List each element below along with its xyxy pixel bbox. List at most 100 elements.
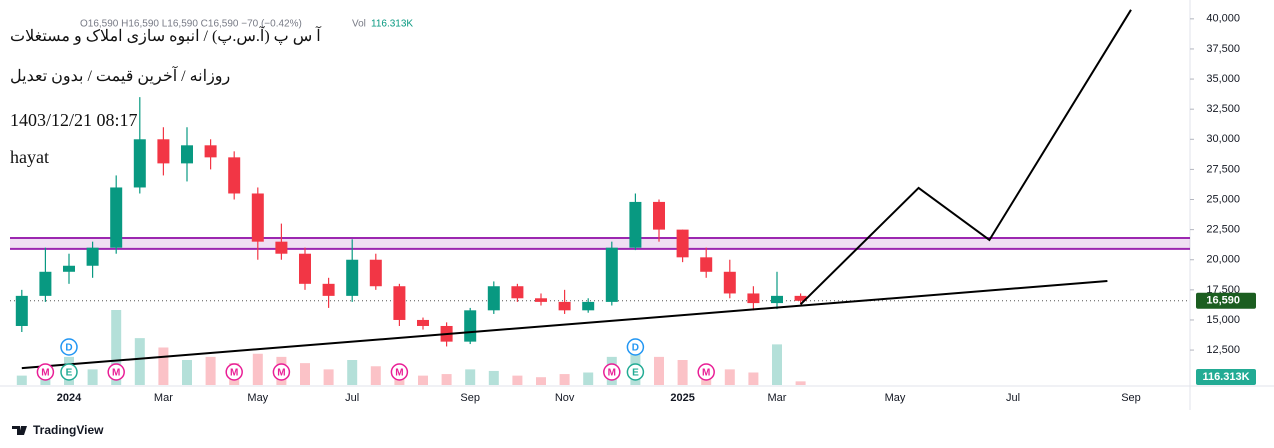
event-marker bbox=[626, 363, 645, 381]
event-marker bbox=[697, 363, 715, 381]
event-marker bbox=[272, 363, 291, 381]
volume-bar bbox=[182, 360, 192, 385]
volume-bar bbox=[111, 310, 122, 385]
x-tick-label: May bbox=[885, 392, 906, 404]
x-tick-label: 2024 bbox=[57, 392, 82, 404]
candle-body bbox=[393, 286, 406, 320]
volume-bar bbox=[323, 369, 334, 385]
candle-body bbox=[110, 187, 123, 248]
event-label: M bbox=[702, 368, 710, 379]
candle-body bbox=[487, 286, 500, 311]
x-tick-label: 2025 bbox=[670, 392, 694, 404]
event-marker bbox=[626, 338, 645, 356]
candle-body bbox=[535, 298, 547, 302]
candle-body bbox=[723, 271, 736, 294]
y-tick-label: 12,500 bbox=[1206, 344, 1240, 356]
y-tick-label: 30,000 bbox=[1206, 133, 1240, 145]
volume-box bbox=[1196, 369, 1256, 385]
volume-bar bbox=[583, 372, 594, 385]
x-tick-label: Sep bbox=[460, 392, 480, 404]
candle-body bbox=[582, 301, 595, 311]
zone-fill bbox=[10, 238, 1190, 249]
candle-body bbox=[605, 247, 618, 302]
volume-bar bbox=[465, 369, 476, 385]
event-label: M bbox=[277, 368, 285, 379]
logo bbox=[12, 426, 27, 435]
event-label: M bbox=[608, 368, 616, 379]
y-tick-label: 15,000 bbox=[1206, 314, 1240, 326]
event-label: E bbox=[66, 368, 73, 379]
volume-bar bbox=[772, 344, 782, 385]
candle-body bbox=[228, 157, 241, 194]
candle-body bbox=[275, 241, 288, 254]
y-tick-label: 20,000 bbox=[1206, 254, 1240, 266]
event-label: M bbox=[395, 368, 403, 379]
candle-body bbox=[369, 259, 382, 287]
event-marker bbox=[107, 363, 125, 381]
y-tick-label: 32,500 bbox=[1206, 103, 1240, 115]
volume-bar bbox=[87, 369, 98, 385]
x-tick-label: May bbox=[247, 392, 268, 404]
last-price-label: 16,590 bbox=[1206, 295, 1240, 307]
volume-last-label: 116.313K bbox=[1202, 371, 1249, 383]
y-tick-label: 35,000 bbox=[1206, 73, 1240, 85]
candle-body bbox=[794, 295, 807, 301]
event-label: M bbox=[41, 368, 49, 379]
event-marker bbox=[60, 363, 78, 381]
x-tick-label: Mar bbox=[768, 392, 787, 404]
candle-body bbox=[15, 295, 28, 326]
event-marker bbox=[603, 363, 621, 381]
candle-body bbox=[39, 271, 52, 296]
y-tick-label: 25,000 bbox=[1206, 193, 1240, 205]
candle-body bbox=[747, 293, 760, 304]
projection-path bbox=[799, 9, 1132, 306]
candle-body bbox=[181, 145, 193, 164]
volume-bar bbox=[300, 363, 310, 385]
candle-body bbox=[417, 319, 429, 326]
event-label: D bbox=[632, 343, 639, 354]
candle-body bbox=[464, 310, 477, 342]
volume-bar bbox=[347, 360, 358, 385]
candle-body bbox=[700, 257, 713, 272]
volume-bar bbox=[795, 381, 806, 385]
volume-bar bbox=[724, 369, 735, 385]
volume-bar bbox=[370, 366, 381, 385]
volume-bar bbox=[252, 353, 263, 385]
vol-label: Vol bbox=[352, 19, 366, 30]
volume-bar bbox=[536, 377, 546, 385]
volume-bar bbox=[654, 356, 664, 385]
event-label: M bbox=[112, 368, 120, 379]
candle-body bbox=[204, 145, 217, 158]
candle-body bbox=[322, 283, 335, 296]
x-tick-label: Jul bbox=[345, 392, 359, 404]
candle-body bbox=[251, 193, 264, 242]
event-label: D bbox=[65, 343, 72, 354]
x-tick-label: Nov bbox=[555, 392, 575, 404]
author-text: hayat bbox=[10, 147, 49, 167]
volume-bar bbox=[677, 360, 688, 385]
volume-bar bbox=[512, 375, 523, 385]
volume-bar bbox=[134, 338, 145, 385]
candle-body bbox=[86, 247, 99, 266]
candle-body bbox=[133, 139, 146, 188]
y-tick-label: 27,500 bbox=[1206, 163, 1240, 175]
y-tick-label: 40,000 bbox=[1206, 13, 1240, 25]
candle-body bbox=[346, 259, 359, 296]
datetime-text: 1403/12/21 08:17 bbox=[10, 110, 138, 130]
volume-bar bbox=[16, 375, 27, 385]
volume-bar bbox=[748, 372, 759, 385]
volume-bar bbox=[158, 347, 169, 385]
event-marker bbox=[390, 363, 409, 381]
event-label: M bbox=[230, 368, 238, 379]
x-tick-label: Mar bbox=[154, 392, 173, 404]
volume-bar bbox=[441, 374, 452, 385]
volume-bar bbox=[488, 370, 499, 385]
event-marker bbox=[36, 363, 55, 381]
candle-body bbox=[771, 295, 783, 304]
candle-body bbox=[629, 201, 642, 248]
event-label: E bbox=[632, 368, 639, 379]
trendline bbox=[21, 280, 1108, 370]
candle-body bbox=[676, 229, 689, 258]
